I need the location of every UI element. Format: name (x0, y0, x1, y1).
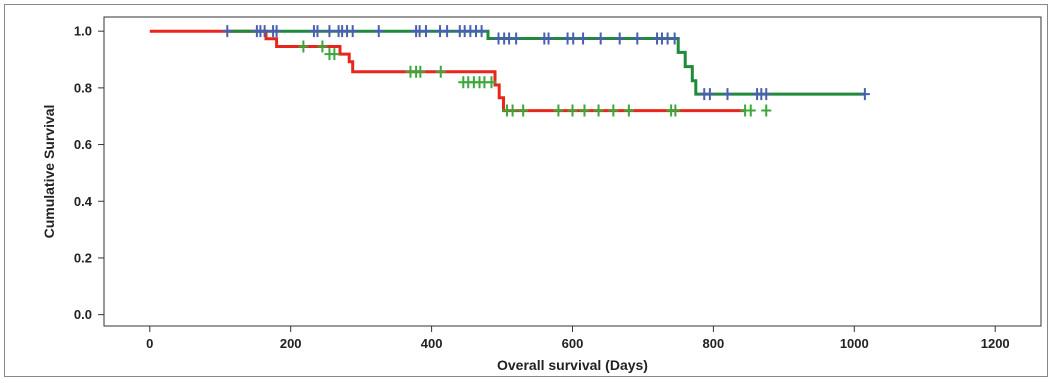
censor-mark-0-35 (632, 32, 643, 45)
plot-area (103, 16, 1042, 327)
y-tick-label-3: 0.6 (74, 137, 92, 152)
censor-mark-0-16 (420, 25, 431, 38)
x-tick-label-5: 1000 (840, 336, 869, 351)
censor-mark-0-27 (511, 32, 522, 45)
y-tick-label-0: 0.0 (74, 307, 92, 322)
censor-mark-1-13 (486, 76, 497, 89)
censor-mark-1-15 (507, 104, 518, 117)
censor-mark-0-42 (722, 88, 733, 101)
censor-mark-0-39 (669, 32, 680, 45)
censor-mark-0-13 (373, 25, 384, 38)
censor-mark-0-5 (271, 25, 282, 38)
x-tick-label-4: 800 (703, 336, 725, 351)
censor-mark-1-17 (553, 104, 564, 117)
x-tick-label-2: 400 (421, 336, 443, 351)
y-axis: 0.0 0.2 0.4 0.6 0.8 1.0 (74, 24, 104, 322)
censor-mark-0-18 (442, 25, 453, 38)
censor-mark-0-3 (259, 25, 270, 38)
censor-mark-0-29 (543, 32, 554, 45)
x-tick-label-1: 200 (280, 336, 302, 351)
censor-mark-0-31 (568, 32, 579, 45)
censor-mark-1-24 (670, 104, 681, 117)
censor-mark-1-7 (435, 65, 446, 78)
censor-mark-0-32 (578, 32, 589, 45)
x-tick-label-6: 1200 (981, 336, 1010, 351)
x-tick-label-3: 600 (562, 336, 584, 351)
survival-curve-1 (227, 29, 865, 96)
censor-mark-1-27 (761, 104, 772, 117)
y-tick-label-5: 1.0 (74, 24, 92, 39)
y-tick-label-2: 0.4 (74, 194, 93, 209)
x-axis-title: Overall survival (Days) (497, 357, 648, 373)
censor-mark-1-18 (567, 104, 578, 117)
censor-mark-0-45 (761, 88, 772, 101)
censor-mark-1-19 (579, 104, 590, 117)
censor-mark-1-22 (623, 104, 634, 117)
y-axis-title: Cumulative Survival (41, 105, 57, 239)
y-tick-label-4: 0.8 (74, 80, 92, 95)
x-tick-label-0: 0 (146, 336, 153, 351)
censor-mark-0-33 (595, 32, 606, 45)
censor-mark-1-6 (415, 65, 426, 78)
censor-mark-1-20 (593, 104, 604, 117)
y-tick-label-1: 0.2 (74, 250, 92, 265)
censor-mark-0-34 (614, 32, 625, 45)
series-layer (149, 29, 865, 113)
censor-mark-1-21 (608, 104, 619, 117)
figure-frame (4, 4, 1048, 377)
censor-mark-0-41 (704, 88, 715, 101)
censor-mark-1-1 (317, 40, 328, 53)
x-axis: 0 200 400 600 800 1000 1200 (146, 326, 1010, 351)
censor-mark-1-16 (518, 104, 529, 117)
censor-mark-0-23 (476, 25, 487, 38)
censor-mark-1-26 (745, 104, 756, 117)
censor-mark-0-8 (324, 25, 335, 38)
censor-marks (222, 25, 870, 117)
censor-mark-0-12 (347, 25, 358, 38)
censor-mark-1-3 (329, 48, 340, 61)
censor-mark-1-0 (298, 40, 309, 53)
survival-curve-0 (149, 29, 746, 113)
censor-mark-0-7 (312, 25, 323, 38)
censor-mark-0-46 (859, 88, 870, 101)
censor-mark-0-0 (222, 25, 233, 38)
